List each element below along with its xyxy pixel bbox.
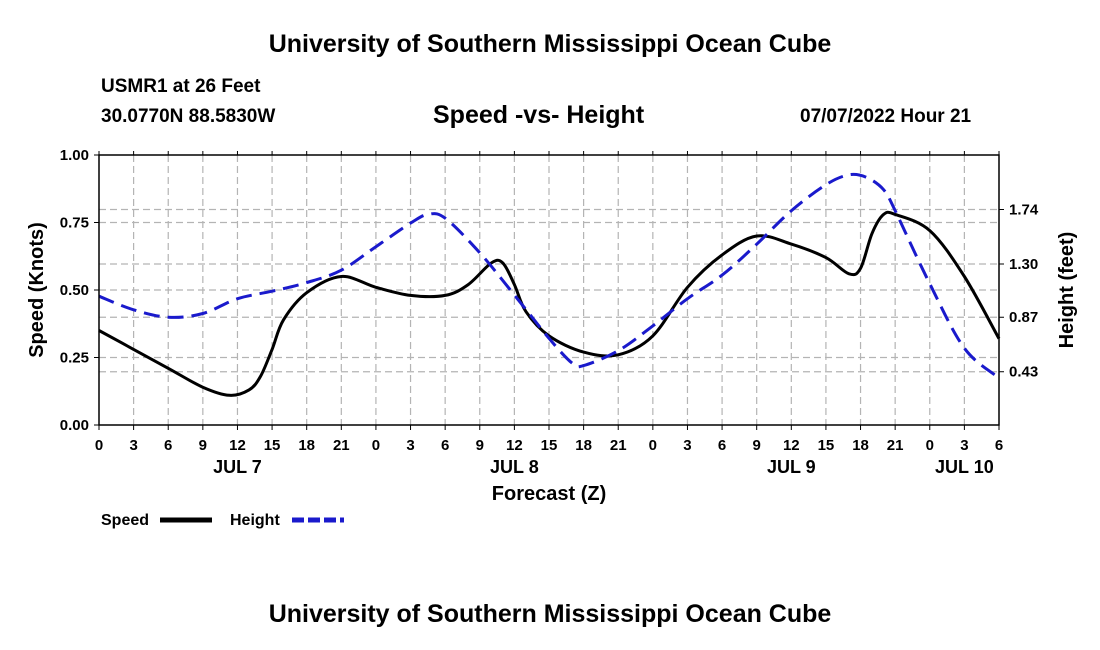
y-left-axis-title: Speed (Knots) (26, 222, 48, 358)
y-right-tick-label: 1.74 (1009, 201, 1039, 218)
page-title: University of Southern Mississippi Ocean… (268, 30, 832, 58)
x-tick-label: 18 (298, 437, 315, 454)
y-left-tick-label: 0.50 (60, 282, 89, 299)
x-tick-label: 9 (753, 437, 761, 454)
x-tick-label: 21 (610, 437, 627, 454)
axes: 0 3 6 9 12 15 18 21 0 3 6 9 12 15 18 21 0 3 6 9 12 15 18 21 0 3 6 0… (26, 147, 1078, 505)
y-right-tick-label: 0.87 (1009, 309, 1038, 326)
day-label: JUL 7 (213, 457, 262, 477)
legend: Speed Height (101, 512, 344, 529)
station-coordinates: 30.0770N 88.5830W (101, 106, 276, 127)
x-tick-label: 3 (406, 437, 414, 454)
x-tick-label: 12 (783, 437, 800, 454)
x-tick-label: 15 (818, 437, 835, 454)
x-tick-label: 0 (649, 437, 657, 454)
height-series-line (98, 172, 1000, 380)
station-label: USMR1 at 26 Feet (101, 76, 261, 97)
day-label: JUL 8 (490, 457, 539, 477)
x-tick-label: 6 (995, 437, 1003, 454)
y-left-tick-label: 0.00 (60, 417, 89, 434)
x-tick-label: 0 (95, 437, 103, 454)
y-right-axis-title: Height (feet) (1056, 232, 1078, 349)
x-tick-label: 0 (926, 437, 934, 454)
y-right-tick-label: 1.30 (1009, 256, 1038, 273)
legend-height-label: Height (230, 512, 280, 529)
speed-series-line (98, 210, 1001, 397)
day-label: JUL 9 (767, 457, 816, 477)
chart-title: Speed -vs- Height (433, 101, 645, 129)
x-tick-label: 15 (541, 437, 558, 454)
series-layer (98, 172, 1001, 397)
x-tick-label: 9 (199, 437, 207, 454)
x-tick-label: 12 (229, 437, 246, 454)
grid (99, 155, 999, 425)
y-right-tick-label: 0.43 (1009, 364, 1038, 381)
x-tick-label: 21 (887, 437, 904, 454)
x-tick-label: 21 (333, 437, 350, 454)
x-tick-label: 15 (264, 437, 281, 454)
x-tick-label: 3 (129, 437, 137, 454)
legend-speed-label: Speed (101, 512, 149, 529)
x-tick-label: 18 (575, 437, 592, 454)
footer-title: University of Southern Mississippi Ocean… (268, 600, 832, 628)
y-left-tick-label: 1.00 (60, 147, 89, 164)
x-tick-label: 6 (718, 437, 726, 454)
x-tick-label: 0 (372, 437, 380, 454)
x-tick-label: 3 (960, 437, 968, 454)
x-tick-label: 12 (506, 437, 523, 454)
x-tick-label: 9 (476, 437, 484, 454)
day-label: JUL 10 (935, 457, 994, 477)
y-left-tick-label: 0.75 (60, 215, 89, 232)
x-axis-title: Forecast (Z) (492, 483, 606, 505)
x-tick-label: 3 (683, 437, 691, 454)
x-tick-label: 18 (852, 437, 869, 454)
y-left-tick-label: 0.25 (60, 350, 89, 367)
x-tick-label: 6 (164, 437, 172, 454)
x-tick-label: 6 (441, 437, 449, 454)
forecast-datetime: 07/07/2022 Hour 21 (800, 106, 972, 127)
